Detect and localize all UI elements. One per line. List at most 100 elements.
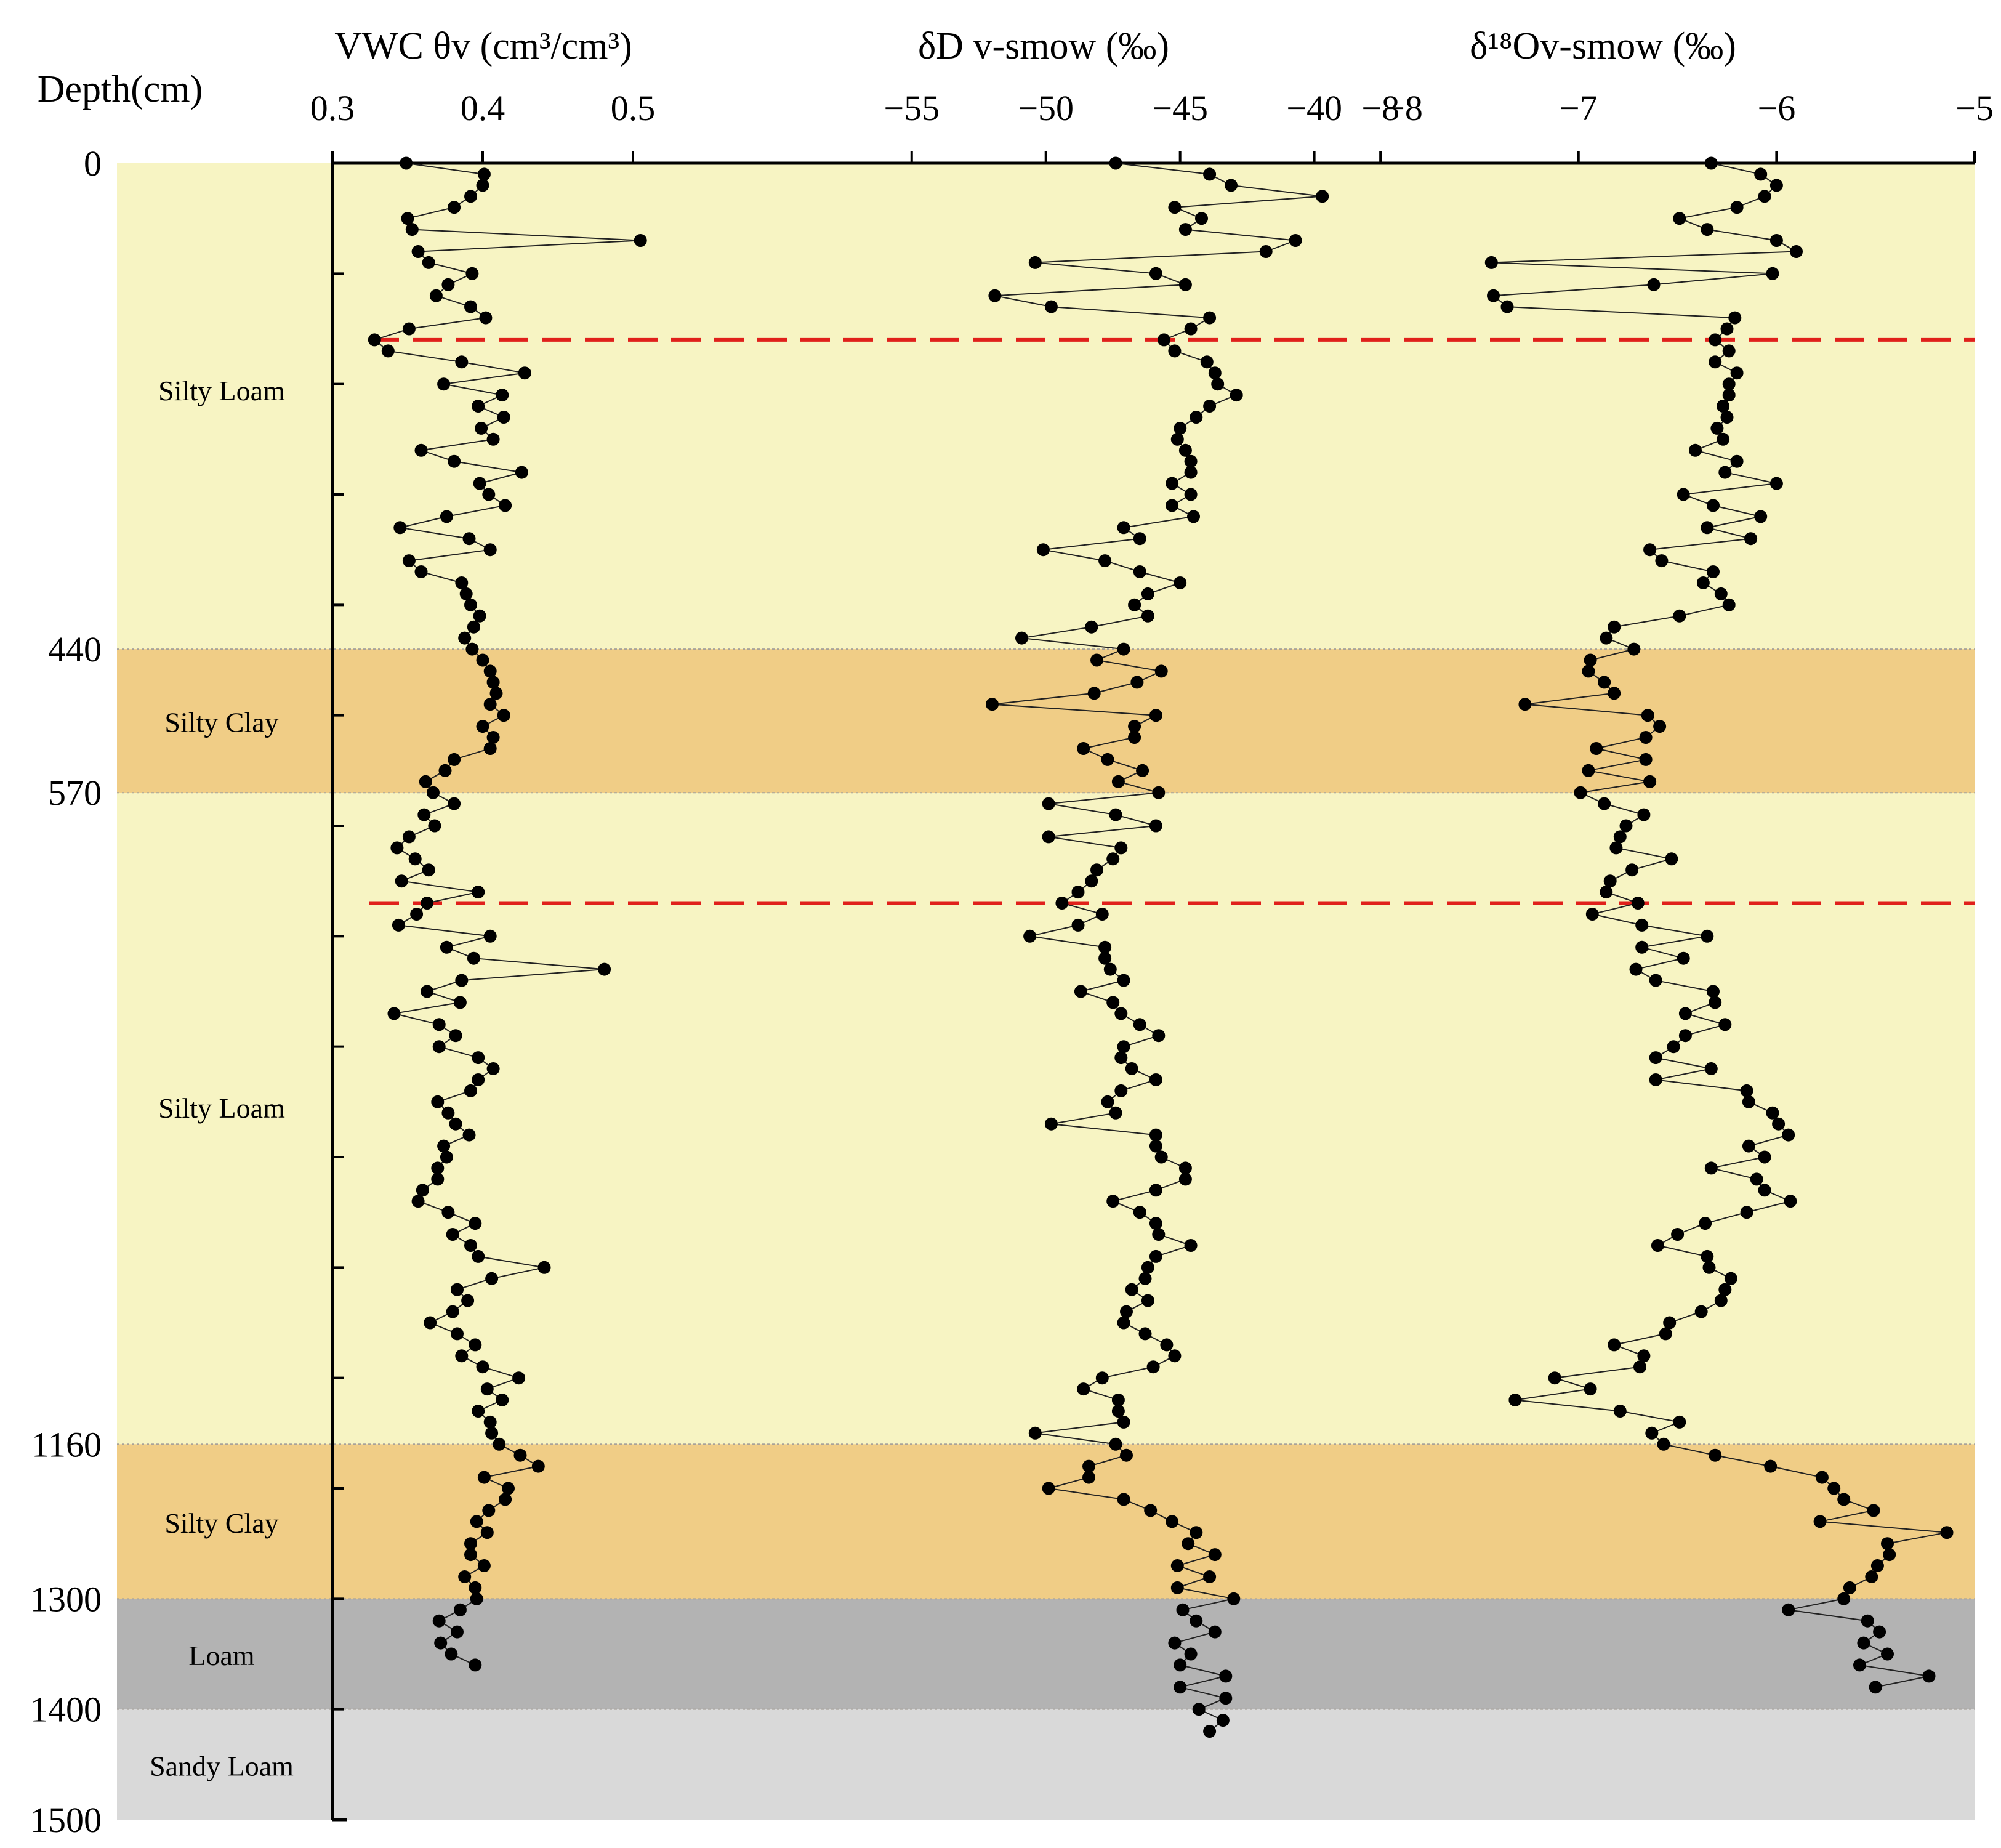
data-point (486, 731, 500, 744)
data-point (1259, 245, 1273, 258)
data-point (1184, 454, 1198, 468)
data-point (1701, 929, 1714, 943)
data-point (1608, 1338, 1621, 1352)
data-point (1671, 1228, 1685, 1241)
data-point (1085, 620, 1098, 634)
data-point (1720, 411, 1734, 424)
data-point (1109, 1106, 1122, 1120)
data-point (1230, 389, 1243, 402)
data-point (1149, 1249, 1162, 1263)
data-point (1071, 918, 1085, 932)
data-point (1098, 554, 1112, 568)
data-point (499, 1493, 512, 1506)
data-point (464, 1239, 477, 1252)
data-point (1160, 1338, 1174, 1352)
data-point (1827, 1482, 1841, 1495)
reference-lines (369, 337, 1975, 905)
data-point (1769, 477, 1783, 490)
data-point (1548, 1371, 1561, 1385)
data-point (441, 278, 455, 291)
data-point (1106, 852, 1120, 866)
data-point (1740, 1206, 1753, 1219)
data-point (400, 156, 413, 170)
data-point (483, 698, 497, 711)
data-point (497, 709, 510, 722)
data-point (1154, 664, 1168, 678)
data-point (1120, 1305, 1133, 1318)
layer-band (117, 1709, 1975, 1820)
data-point (1655, 554, 1669, 568)
data-point (1584, 653, 1597, 667)
data-point (1146, 1360, 1160, 1374)
depth-axis-title: Depth(cm) (38, 68, 203, 110)
layer-band (117, 1444, 1975, 1599)
data-point (1598, 797, 1611, 810)
data-point (1103, 962, 1117, 976)
data-point (405, 223, 419, 236)
data-point (411, 245, 425, 258)
data-point (1651, 1239, 1664, 1252)
data-point (458, 631, 472, 645)
data-point (1663, 1316, 1677, 1330)
data-point (1590, 742, 1603, 755)
data-point (476, 653, 489, 667)
depth-tick-label: 570 (48, 773, 102, 813)
axes: Depth(cm) (38, 68, 1975, 1820)
data-point (496, 389, 509, 402)
data-point (1678, 1007, 1692, 1020)
data-point (1582, 764, 1595, 777)
data-point (1843, 1581, 1856, 1594)
data-point (1722, 389, 1736, 402)
data-point (1028, 1426, 1042, 1440)
data-point (1782, 1128, 1795, 1142)
data-point (390, 841, 404, 855)
data-point (431, 1161, 445, 1175)
data-point (1149, 1139, 1162, 1153)
data-point (1649, 974, 1662, 987)
data-point (1125, 1283, 1138, 1296)
data-point (1109, 1437, 1122, 1451)
data-point (1130, 676, 1144, 689)
data-point (1639, 731, 1653, 744)
data-point (1701, 521, 1714, 535)
data-point (598, 962, 611, 976)
data-point (451, 1283, 464, 1296)
soil-layer-bands: Silty Loam Silty Clay Silty Loam Silty Clay… (117, 163, 1975, 1820)
data-point (1709, 333, 1722, 347)
data-point (441, 1106, 455, 1120)
data-point (402, 322, 416, 336)
data-point (1740, 1084, 1753, 1097)
data-point (1608, 687, 1621, 700)
x-tick-label: −55 (884, 88, 940, 128)
layer-label: Silty Loam (158, 1092, 285, 1124)
layer-band (117, 649, 1975, 793)
data-point (1111, 1405, 1125, 1418)
data-point (1500, 300, 1514, 313)
data-point (1149, 267, 1162, 280)
data-point (1168, 201, 1182, 214)
data-point (486, 432, 500, 446)
data-point (1187, 510, 1200, 523)
data-point (489, 687, 503, 700)
data-point (445, 1647, 458, 1661)
data-point (1718, 466, 1732, 479)
data-point (472, 1249, 485, 1263)
data-point (464, 1548, 477, 1562)
data-point (1117, 642, 1130, 656)
data-point (1766, 1106, 1779, 1120)
data-point (1754, 167, 1768, 181)
data-point (1758, 1150, 1771, 1164)
data-point (1149, 1217, 1162, 1230)
data-point (1922, 1669, 1936, 1683)
data-point (1678, 1029, 1692, 1043)
data-point (1176, 1603, 1190, 1616)
data-point (1120, 1448, 1133, 1462)
data-point (1316, 190, 1329, 203)
data-point (1149, 709, 1162, 722)
data-point (1219, 1669, 1233, 1683)
data-point (1125, 1062, 1138, 1075)
layer-label: Silty Clay (164, 1507, 278, 1539)
data-point (1082, 1459, 1095, 1473)
data-point (470, 1515, 483, 1528)
